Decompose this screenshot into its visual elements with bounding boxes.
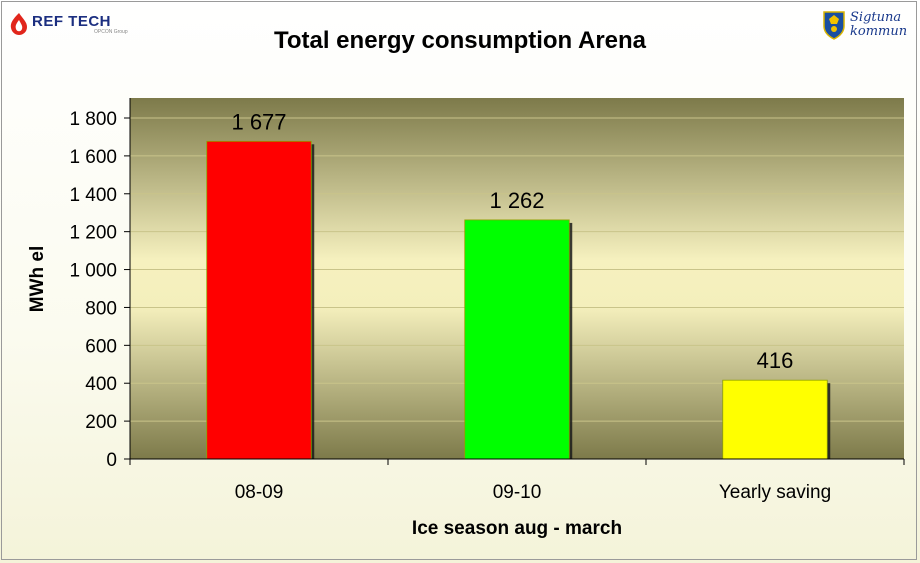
ref-tech-logo: REF TECH OPCON Group: [8, 12, 138, 38]
y-tick-label: 1 600: [69, 147, 117, 168]
bar: [464, 219, 570, 460]
chart-title: Total energy consumption Arena: [274, 27, 647, 54]
y-tick-labels: 0 200 400 600 800 1 000 1 200 1 400 1 600 1 800: [69, 109, 117, 471]
y-tick-label: 1 200: [69, 223, 117, 244]
category-label: 08-09: [235, 482, 284, 503]
bars: [206, 140, 831, 460]
y-tick-label: 400: [85, 374, 117, 395]
sigtuna-kommun: kommun: [850, 24, 908, 39]
bar-value-label: 1 262: [489, 188, 544, 213]
category-label: 09-10: [493, 482, 542, 503]
y-tick-label: 1 000: [69, 261, 117, 282]
y-axis-title: MWh el: [27, 246, 48, 313]
y-tick-label: 1 400: [69, 185, 117, 206]
category-label: Yearly saving: [719, 482, 831, 503]
axes: [124, 98, 905, 465]
y-tick-label: 200: [85, 412, 117, 433]
sigtuna-crest-icon: [823, 11, 845, 40]
bar: [206, 140, 312, 460]
y-tick-label: 0: [106, 450, 117, 471]
bar-value-label: 1 677: [231, 109, 286, 134]
data-labels: 1 677 1 262 416: [231, 109, 793, 373]
x-tick-labels: 08-09 09-10 Yearly saving: [235, 482, 831, 503]
y-tick-label: 1 800: [69, 109, 117, 130]
y-tick-label: 800: [85, 298, 117, 319]
ref-tech-brand: REF TECH: [32, 13, 111, 30]
sigtuna-logo: Sigtuna kommun: [822, 8, 914, 42]
x-axis-title: Ice season aug - march: [412, 518, 622, 539]
ref-tech-subtitle: OPCON Group: [94, 29, 128, 35]
bar-value-label: 416: [757, 348, 794, 373]
y-tick-label: 600: [85, 336, 117, 357]
bar: [722, 379, 828, 460]
ref-tech-flame-icon: [10, 13, 27, 35]
sigtuna-name: Sigtuna: [850, 10, 902, 25]
